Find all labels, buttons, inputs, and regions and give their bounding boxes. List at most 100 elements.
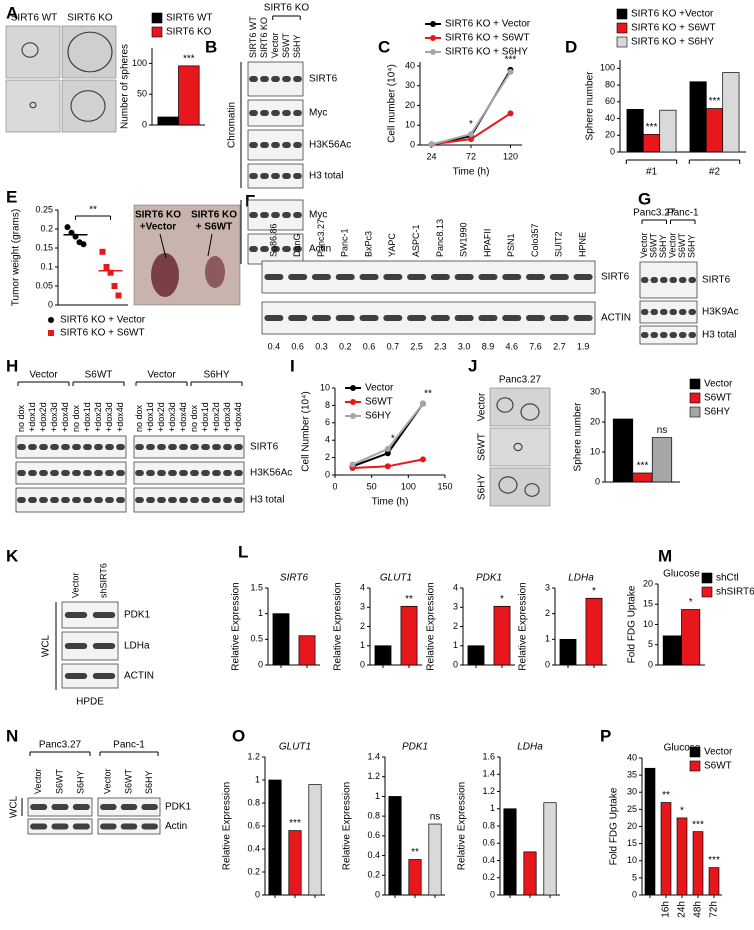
blot-strip [639,300,698,324]
blot-strip [15,435,127,459]
y-axis-label: Relative Expression [231,582,242,670]
lane-label: +dox2d [211,402,221,432]
y-tick-label: 1.6 [482,751,495,761]
lane-label: DanG [292,233,302,257]
lane-label: Colo357 [530,223,540,257]
blot-band [260,110,269,116]
legend-label: SIRT6 KO [166,27,212,38]
legend-label: S6WT [365,397,393,408]
y-tick-label: 40 [627,752,637,762]
lane-label: no dox [71,404,81,432]
label: WCL [9,795,20,818]
lane-label: +dox3d [104,402,114,432]
blot-band [430,315,450,321]
blot-band [30,804,48,810]
blot-band [249,212,258,218]
bar [651,437,673,483]
y-tick-label: 4 [325,435,330,445]
blot-band [359,315,379,321]
chart-title: GLUT1 [279,742,311,753]
lane-label: no dox [189,404,199,432]
row-label: Actin [165,821,187,832]
blot-band [478,274,498,280]
blot-band [573,274,593,280]
label: Panc-1 [667,208,699,219]
y-tick-label: 0.2 [482,872,495,882]
blot-band [61,497,70,503]
lane-label: Vector [70,572,80,598]
blot-band [311,315,331,321]
quantification: 1.9 [577,341,590,351]
legend-swatch [350,413,356,419]
y-axis-label: Cell number (10⁴) [387,64,398,143]
point [115,292,122,299]
blot-band [288,315,308,321]
blot-band [94,444,103,450]
micrograph [5,79,61,133]
lane-label: Vector [270,32,280,58]
bar [493,605,511,666]
row-label: H3 total [702,330,736,341]
blot-band [383,315,403,321]
blot-band [157,444,166,450]
quantification: 3.0 [458,341,471,351]
blot-band [72,497,81,503]
y-tick-label: 100 [600,63,615,73]
lane-label: Panc8.13 [435,219,445,257]
label: SIRT6 KO [135,210,181,221]
lane-label: HPAFII [482,229,492,257]
blot-strip [133,435,245,459]
chart-title: SIRT6 [280,573,309,584]
y-tick-label: 1.2 [367,771,380,781]
x-tick-label: 48h [693,901,704,918]
blot-band [105,497,114,503]
blot-band [271,212,280,218]
y-tick-label: 0.15 [35,242,53,252]
y-axis-label: Relative Expression [457,782,468,870]
bar [612,418,634,483]
legend-label: S6WT [704,393,732,404]
significance: *** [289,818,301,829]
blot-band [61,444,70,450]
panel-letter: N [6,726,18,745]
legend-label: Vector [704,379,733,390]
blot-band [146,470,155,476]
blot-band [311,274,331,280]
blot-band [407,274,427,280]
blot-band [549,315,569,321]
legend-label: SIRT6 KO + S6HY [631,37,714,48]
y-tick-label: 0.4 [482,855,495,865]
quantification: 4.6 [505,341,518,351]
lane-label: +dox3d [222,402,232,432]
y-tick-label: 80 [605,79,615,89]
blot-band [383,274,403,280]
bar [467,645,485,666]
y-tick-label: 30 [590,386,600,396]
quantification: 0.4 [268,341,281,351]
blot-band [212,444,221,450]
y-tick-label: 20 [627,821,637,831]
micrograph [489,467,551,507]
row-label: PDK1 [165,802,192,813]
row-label: H3K56Ac [309,140,351,151]
y-tick-label: 1.2 [247,751,260,761]
bar [660,802,672,896]
bar [308,784,322,896]
significance: ** [424,388,432,399]
lane-label: +dox4d [178,402,188,432]
lane-label: S6WT [123,768,133,794]
micrograph [489,387,551,427]
bar [676,817,688,896]
lane-label: +dox3d [167,402,177,432]
blot-band [223,444,232,450]
y-axis-label: Relative Expression [333,582,344,670]
quantification: 0.2 [339,341,352,351]
legend-label: SIRT6 KO + S6WT [445,33,530,44]
y-tick-label: 40 [405,60,415,70]
y-tick-label: 1 [545,634,550,644]
blot-band [271,76,280,82]
blot-band [282,212,291,218]
panel-letter: G [638,189,651,208]
blot-band [669,309,678,315]
lane-label: Panc3.27 [316,219,326,257]
